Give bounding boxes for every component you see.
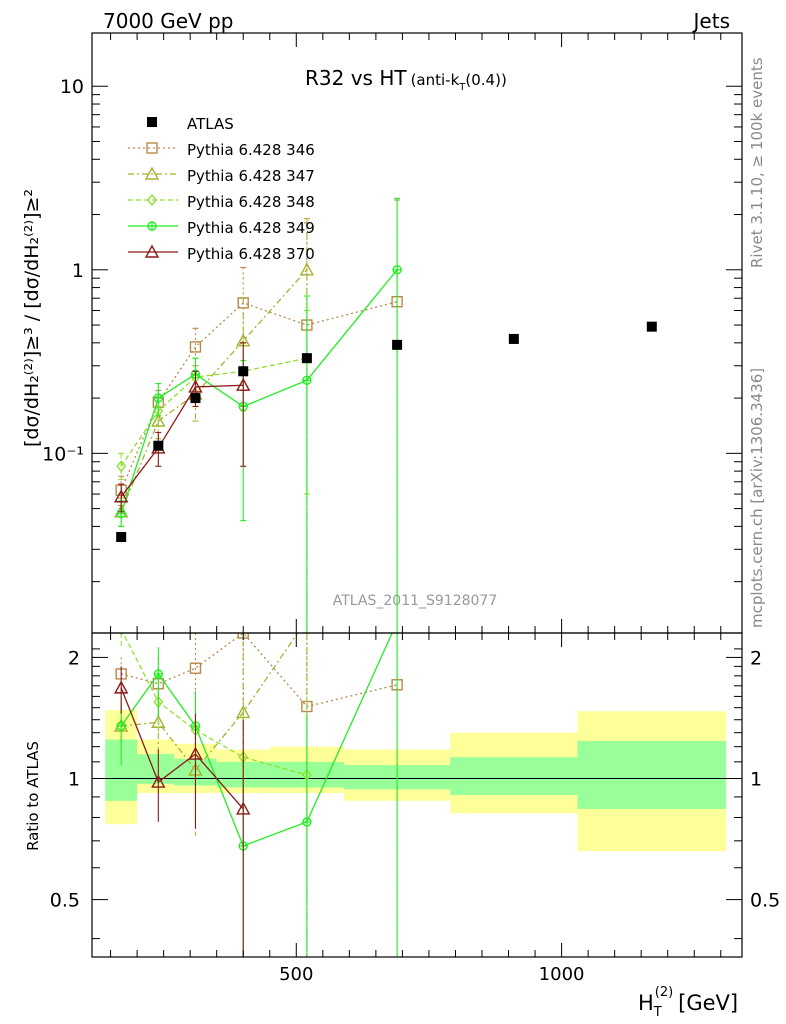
ratio-point: [301, 700, 313, 713]
x-axis-label-sup: (2): [655, 985, 673, 1000]
data-point: [301, 353, 312, 364]
y-axis-label: [dσ/dH₂⁽²⁾]≥³ / [dσ/dH₂⁽²⁾]≥²: [21, 189, 43, 447]
series-main-4: [114, 342, 251, 513]
series-point: [189, 341, 202, 353]
series-main-2: [116, 309, 312, 495]
band-68-1: [137, 754, 175, 784]
series-point: [114, 489, 129, 503]
legend-label-atlas: ATLAS: [187, 115, 234, 133]
series-point: [392, 265, 402, 275]
series-point: [188, 379, 203, 393]
series-point: [116, 460, 127, 473]
legend-label-3: Pythia 6.428 349: [187, 219, 315, 237]
ratio-tick-label-left: 2: [68, 647, 80, 669]
series-point: [153, 393, 164, 403]
legend-marker-1: [144, 166, 160, 180]
series-line-3: [120, 269, 398, 514]
series-main-1: [114, 218, 315, 633]
x-axis-label-main: H: [638, 991, 654, 1015]
legend-marker-4: [144, 244, 160, 258]
chart-title-sub-index: T: [458, 82, 466, 93]
legend-marker-0: [146, 142, 158, 154]
data-point: [508, 333, 519, 344]
ratio-line-1: [121, 633, 299, 772]
ratio-tick-label-left: 1: [68, 769, 80, 791]
legend-label-2: Pythia 6.428 348: [187, 193, 315, 211]
ratio-tick-label-right: 0.5: [750, 890, 780, 912]
legend-marker-atlas: [147, 117, 157, 127]
chart-title: R32 vs HT (anti-kT(0.4)): [305, 66, 507, 93]
y-tick-label: 1: [72, 260, 84, 282]
legend-label-1: Pythia 6.428 347: [187, 167, 315, 185]
chart-title-sub: (anti-k: [411, 71, 460, 89]
legend-label-0: Pythia 6.428 346: [187, 141, 315, 159]
ratio-point: [119, 633, 124, 636]
ratio-frame: [91, 632, 743, 958]
y-tick-label: 10⁻¹: [42, 443, 84, 465]
series-line-1: [120, 269, 308, 513]
ratio-tick-label-left: 0.5: [50, 890, 80, 912]
data-point: [392, 339, 403, 350]
series-line-4: [120, 384, 244, 498]
ratio-point: [114, 680, 129, 694]
ratio-point: [236, 801, 251, 815]
band-68-7: [577, 740, 727, 809]
ratio-line-4: [120, 687, 244, 810]
legend-label-4: Pythia 6.428 370: [187, 245, 315, 263]
mcplots-label: mcplots.cern.ch [arXiv:1306.3436]: [748, 368, 766, 628]
series-point: [299, 262, 315, 276]
y-tick-label: 10: [60, 76, 84, 98]
series-point: [302, 375, 312, 385]
ratio-point: [151, 774, 166, 788]
series-point: [236, 377, 251, 391]
chart-title-sub-end: (0.4)): [465, 71, 506, 89]
data-point: [646, 321, 657, 332]
ratio-line-3: [120, 633, 393, 847]
jets-label: Jets: [692, 9, 730, 33]
ratio-line-0: [121, 633, 398, 708]
band-68-6: [450, 757, 578, 795]
ratio-y-axis-label: Ratio to ATLAS: [24, 741, 42, 851]
ratio-point: [153, 669, 164, 679]
x-axis-label: HT (2) [GeV]: [638, 985, 738, 1020]
data-point: [238, 366, 249, 377]
ratio-point: [116, 721, 126, 731]
ratio-point: [302, 817, 312, 827]
chart-title-main: R32 vs HT: [305, 66, 407, 90]
data-point: [153, 440, 164, 451]
legend-marker-2: [147, 193, 157, 207]
rivet-label: Rivet 3.1.10, ≥ 100k events: [748, 57, 766, 268]
ratio-tick-label-right: 1: [750, 769, 762, 791]
ratio-point: [188, 746, 203, 760]
data-point: [190, 393, 201, 404]
analysis-watermark: ATLAS_2011_S9128077: [333, 593, 498, 609]
energy-label: 7000 GeV pp: [103, 9, 234, 33]
series-ratio-4: [114, 666, 251, 957]
x-tick-label: 1000: [539, 964, 585, 985]
ratio-point: [189, 662, 202, 674]
x-tick-label: 500: [279, 964, 313, 985]
x-axis-label-unit: [GeV]: [678, 991, 738, 1015]
x-axis-label-sub: T: [653, 1005, 662, 1020]
legend-marker-3: [147, 221, 157, 231]
ratio-tick-label-right: 2: [750, 647, 762, 669]
data-point: [116, 532, 127, 543]
